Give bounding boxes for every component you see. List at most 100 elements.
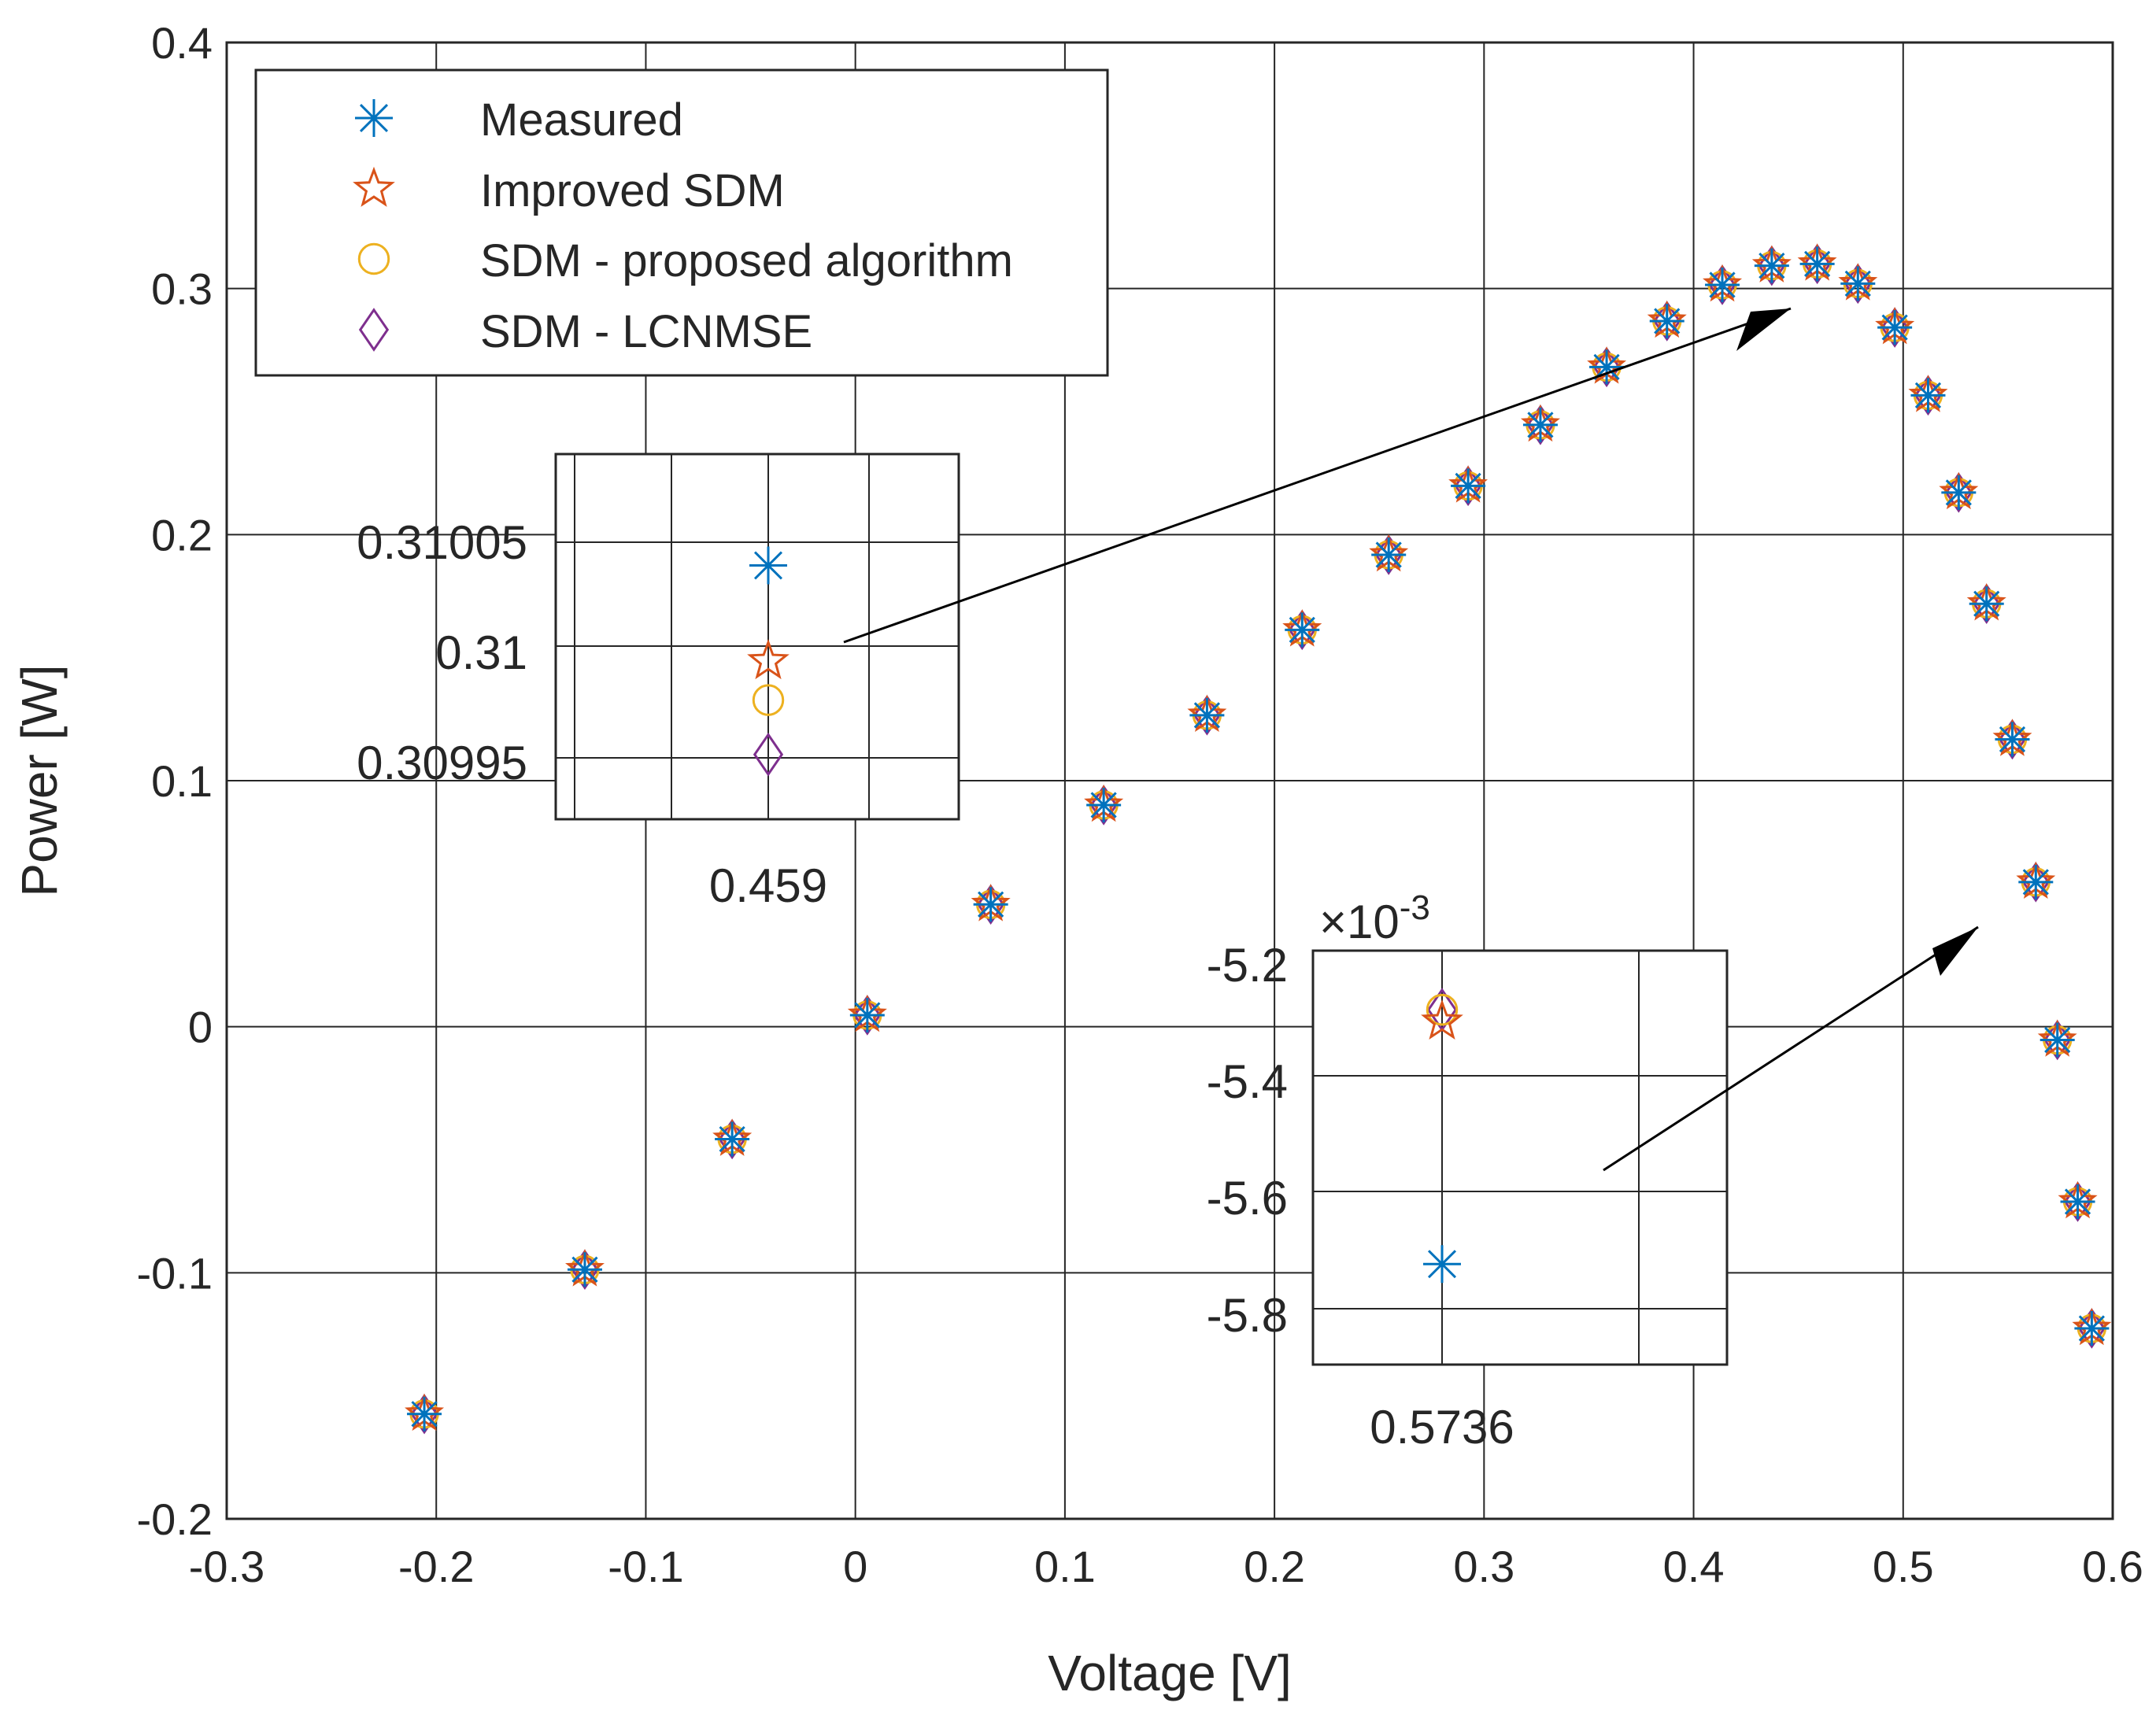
inset2-points <box>1421 988 1463 1284</box>
legend-marker-asterisk-shape <box>355 99 393 137</box>
inset1-points <box>747 546 790 777</box>
point-asterisk-15-shape <box>1799 246 1835 282</box>
x-tick-label-9: 0.6 <box>2082 1542 2143 1591</box>
x-tick-label-6: 0.3 <box>1453 1542 1514 1591</box>
inset1-point-circle-shape <box>752 684 785 716</box>
legend-marker-circle <box>357 242 390 275</box>
legend-markers <box>353 99 395 352</box>
point-asterisk-5 <box>1086 787 1122 822</box>
inset2-y-tick-0: -5.2 <box>1207 939 1288 992</box>
point-asterisk-17-shape <box>1877 310 1913 345</box>
x-tick-label-5: 0.2 <box>1244 1542 1305 1591</box>
point-asterisk-5-shape <box>1086 787 1122 822</box>
point-asterisk-7-shape <box>1285 612 1320 648</box>
point-asterisk-11-shape <box>1589 349 1625 385</box>
arrowhead-inset1 <box>1736 308 1791 351</box>
legend-label-sdm-proposed: SDM - proposed algorithm <box>480 235 1013 286</box>
inset1-y-tick-1: 0.31 <box>435 626 527 679</box>
inset-zoom-zero-crossing: 0.5736 -5.2 -5.4 -5.6 -5.8 ×10-3 <box>1207 888 1729 1454</box>
inset1-point-diamond <box>753 732 784 777</box>
point-asterisk-0 <box>407 1396 442 1431</box>
plot-frame <box>225 41 2114 1520</box>
y-tick-label-4: 0.2 <box>151 510 213 560</box>
point-asterisk-10 <box>1522 407 1558 442</box>
inset2-background <box>1313 951 1727 1365</box>
inset2-exponent-base: ×10 <box>1319 896 1400 948</box>
legend: Measured Improved SDM SDM - proposed alg… <box>254 68 1109 377</box>
legend-box <box>254 68 1109 377</box>
point-asterisk-19 <box>1941 475 1977 510</box>
inset-zoom-peak: 0.459 0.31005 0.31 0.30995 <box>357 453 960 912</box>
inset2-point-star <box>1421 999 1463 1040</box>
x-tick-label-1: -0.2 <box>398 1542 475 1591</box>
x-tick-label-0: -0.3 <box>189 1542 265 1591</box>
y-tick-label-5: 0.3 <box>151 264 213 314</box>
legend-marker-diamond-shape <box>358 308 390 352</box>
point-asterisk-15 <box>1799 246 1835 282</box>
point-asterisk-21 <box>1995 722 2030 757</box>
point-asterisk-17 <box>1877 310 1913 345</box>
point-asterisk-20-shape <box>1969 586 2004 622</box>
point-asterisk-14 <box>1754 248 1789 283</box>
inset1-point-asterisk <box>749 546 787 585</box>
point-asterisk-1-shape <box>567 1252 602 1287</box>
point-asterisk-16-shape <box>1840 266 1876 301</box>
legend-marker-star <box>353 166 395 207</box>
inset1-point-star-shape <box>747 639 790 680</box>
point-asterisk-4-shape <box>973 887 1008 922</box>
point-asterisk-23-shape <box>2040 1022 2075 1058</box>
point-asterisk-2-shape <box>715 1121 750 1157</box>
x-axis-label: Voltage [V] <box>1048 1645 1292 1701</box>
zoom-arrows <box>843 307 1979 1172</box>
point-asterisk-2 <box>715 1121 750 1157</box>
point-asterisk-13 <box>1705 267 1740 302</box>
point-asterisk-24-shape <box>2060 1184 2095 1219</box>
y-tick-label-2: 0 <box>188 1003 213 1052</box>
point-asterisk-19-shape <box>1941 475 1977 510</box>
inset2-y-tick-3: -5.8 <box>1207 1289 1288 1342</box>
y-tick-label-0: -0.2 <box>137 1494 213 1544</box>
inset1-y-tick-2: 0.30995 <box>357 737 527 789</box>
point-asterisk-20 <box>1969 586 2004 622</box>
inset2-y-tick-1: -5.4 <box>1207 1055 1288 1108</box>
point-asterisk-12-shape <box>1649 303 1684 338</box>
y-tick-label-1: -0.1 <box>137 1248 213 1298</box>
inset2-point-circle-shape <box>1426 993 1459 1026</box>
point-asterisk-16 <box>1840 266 1876 301</box>
point-asterisk-8-shape <box>1371 537 1407 572</box>
inset2-point-circle <box>1426 993 1459 1026</box>
point-asterisk-9 <box>1451 468 1486 504</box>
x-tick-label-8: 0.5 <box>1873 1542 1934 1591</box>
point-asterisk-3 <box>849 997 885 1032</box>
inset1-point-circle <box>752 684 785 716</box>
legend-marker-circle-shape <box>357 242 390 275</box>
legend-label-improved-sdm: Improved SDM <box>480 165 785 216</box>
point-asterisk-1 <box>567 1252 602 1287</box>
point-asterisk-6 <box>1189 697 1225 733</box>
legend-marker-star-shape <box>353 166 395 207</box>
point-asterisk-13-shape <box>1705 267 1740 302</box>
arrow-inset1-to-peak <box>843 307 1792 644</box>
point-asterisk-24 <box>2060 1184 2095 1219</box>
point-asterisk-18 <box>1910 378 1946 413</box>
y-axis-label: Power [W] <box>11 664 68 896</box>
legend-label-measured: Measured <box>480 94 683 146</box>
inset2-exponent-power: -3 <box>1400 888 1430 927</box>
point-asterisk-7 <box>1285 612 1320 648</box>
data-points <box>405 243 2112 1435</box>
inset1-background <box>556 454 959 819</box>
inset1-point-star <box>747 639 790 680</box>
point-asterisk-22 <box>2018 864 2054 899</box>
point-asterisk-14-shape <box>1754 248 1789 283</box>
point-asterisk-10-shape <box>1522 407 1558 442</box>
point-asterisk-4 <box>973 887 1008 922</box>
inset2-point-asterisk-shape <box>1423 1245 1461 1284</box>
point-asterisk-23 <box>2040 1022 2075 1058</box>
arrowhead-inset2 <box>1932 927 1978 976</box>
point-asterisk-22-shape <box>2018 864 2054 899</box>
inset2-x-tick: 0.5736 <box>1370 1401 1514 1454</box>
point-asterisk-0-shape <box>407 1396 442 1431</box>
point-asterisk-21-shape <box>1995 722 2030 757</box>
inset2-grid <box>1313 951 1727 1365</box>
